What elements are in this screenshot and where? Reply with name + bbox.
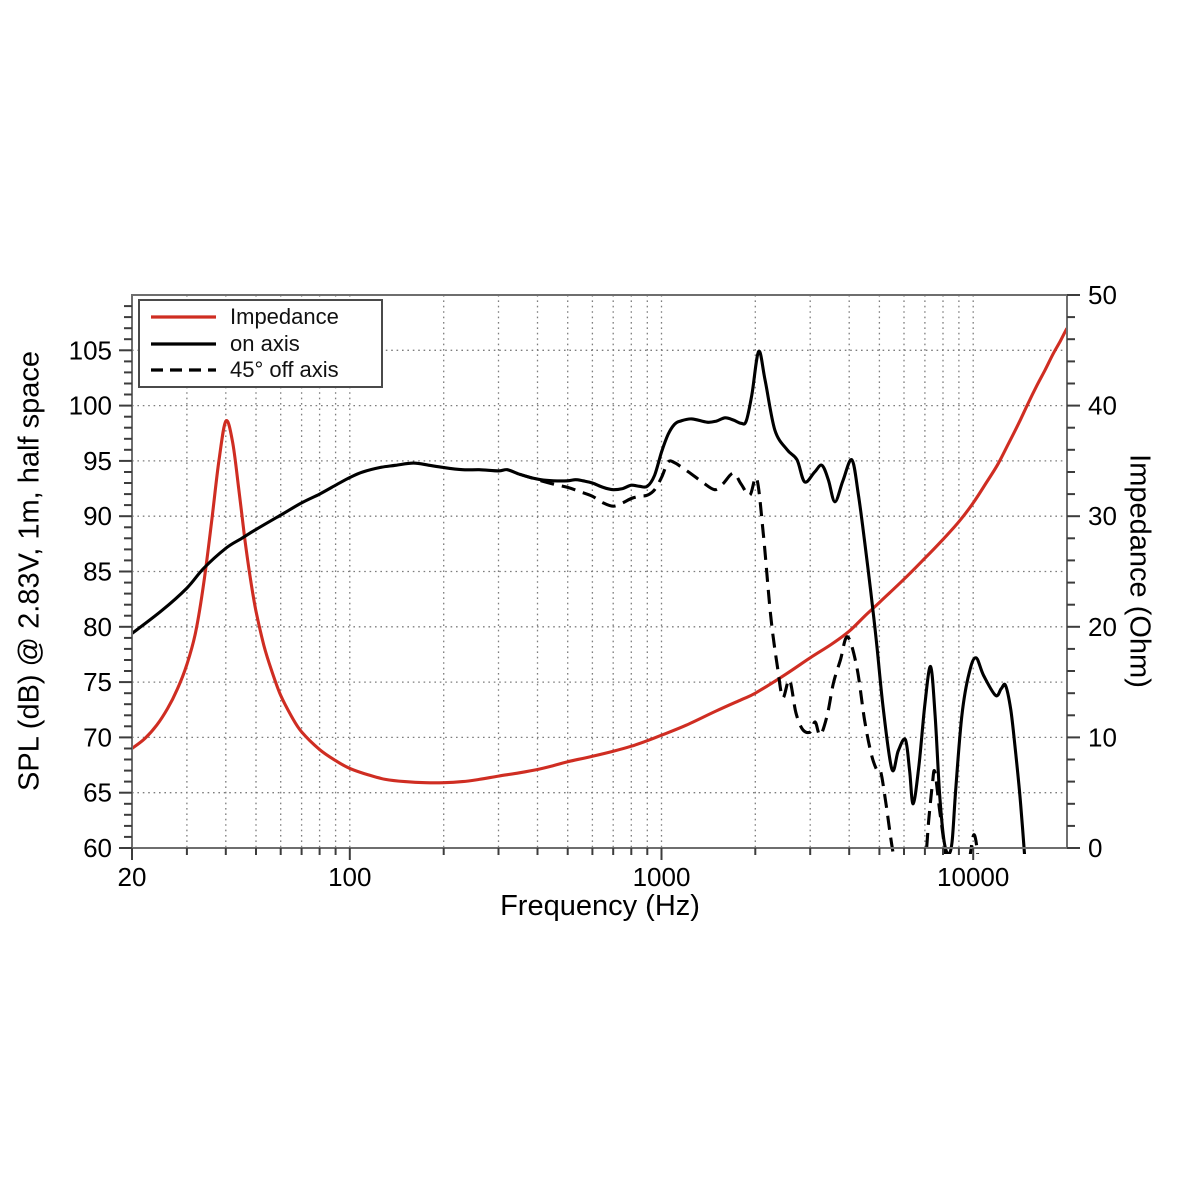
on-axis-curve: [131, 349, 1027, 854]
legend-item-impedance: Impedance: [150, 304, 381, 330]
off-axis-dashed-line-sample-icon: [151, 368, 216, 372]
left-y-tick-label: 75: [83, 667, 112, 697]
right-y-axis-title: Impedance (Ohm): [1123, 454, 1156, 688]
legend-label-impedance: Impedance: [230, 303, 339, 329]
impedance-curve: [131, 327, 1068, 785]
left-y-tick-label: 80: [83, 612, 112, 642]
x-tick-label: 100: [328, 862, 371, 892]
legend-item-on-axis: on axis: [150, 331, 381, 357]
left-y-tick-label: 85: [83, 557, 112, 587]
x-axis-title: Frequency (Hz): [500, 890, 700, 922]
right-y-tick-label: 30: [1088, 501, 1117, 531]
left-y-tick-label: 95: [83, 446, 112, 476]
left-y-tick-label: 60: [83, 833, 112, 863]
right-y-tick-label: 0: [1088, 833, 1102, 863]
x-tick-label: 20: [118, 862, 147, 892]
right-y-tick-label: 10: [1088, 722, 1117, 752]
left-y-axis-title: SPL (dB) @ 2.83V, 1m, half space: [13, 351, 46, 791]
right-y-tick-label: 20: [1088, 612, 1117, 642]
legend: Impedance on axis 45° off axis: [138, 299, 383, 388]
left-y-tick-label: 70: [83, 722, 112, 752]
right-y-tick-label: 40: [1088, 391, 1117, 421]
legend-item-off-axis: 45° off axis: [150, 357, 381, 383]
right-y-tick-label: 50: [1088, 280, 1117, 310]
left-y-tick-label: 105: [69, 335, 112, 365]
on-axis-line-sample-icon: [151, 341, 216, 346]
left-y-tick-label: 100: [69, 391, 112, 421]
legend-label-on-axis: on axis: [230, 330, 300, 356]
left-y-tick-label: 65: [83, 778, 112, 808]
left-y-tick-label: 90: [83, 501, 112, 531]
x-tick-label: 1000: [633, 862, 691, 892]
x-tick-label: 10000: [937, 862, 1009, 892]
impedance-line-sample-icon: [151, 315, 216, 319]
45-off-axis-curve: [518, 459, 980, 854]
legend-label-off-axis: 45° off axis: [230, 357, 339, 383]
